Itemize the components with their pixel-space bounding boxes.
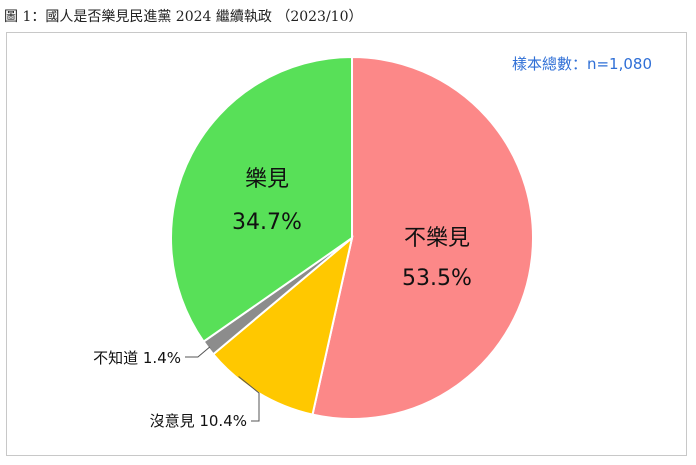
slice-value-approve: 34.7% <box>232 210 302 235</box>
pie-chart: 不樂見 53.5% 樂見 34.7% 不知道 1.4% 沒意見 10.4% <box>93 55 534 430</box>
slice-approve <box>170 55 353 344</box>
sample-size-label: 樣本總數：n=1,080 <box>511 55 652 73</box>
outside-label-dont-know: 不知道 1.4% <box>93 349 181 367</box>
leader-line-no-opinion <box>238 376 260 422</box>
chart-frame: 樣本總數：n=1,080 不樂見 53.5% 樂見 34.7% 不知道 1.4% 沒意見 … <box>6 32 687 456</box>
slice-label-disapprove: 不樂見 <box>404 226 470 251</box>
slice-value-disapprove: 53.5% <box>402 266 472 291</box>
slice-disapprove <box>311 55 534 420</box>
figure-caption: 圖 1：國人是否樂見民進黨 2024 繼續執政 （2023/10） <box>4 9 363 25</box>
outside-label-no-opinion: 沒意見 10.4% <box>150 412 247 430</box>
leader-line-dont-know <box>185 346 211 358</box>
slice-label-approve: 樂見 <box>245 167 289 192</box>
